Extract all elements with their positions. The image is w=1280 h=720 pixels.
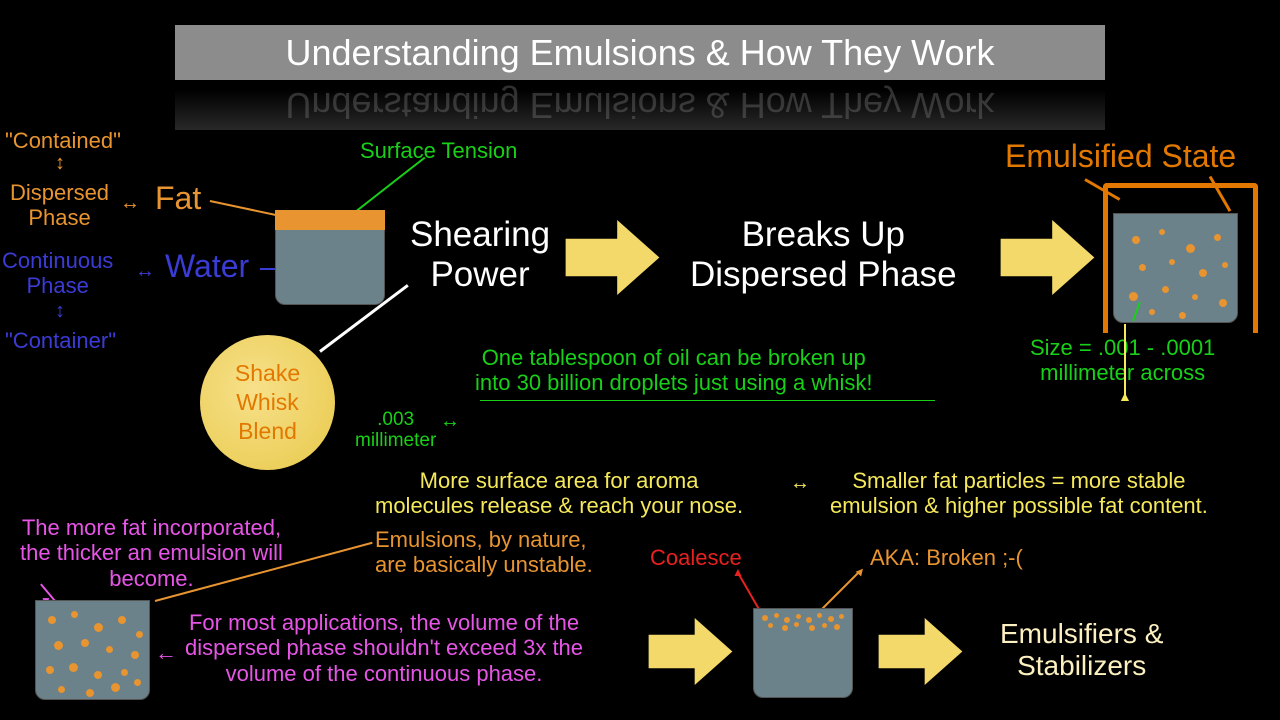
label-blend: Blend [238,417,297,446]
droplet [71,611,78,618]
droplet [782,625,788,631]
label-dispersed-phase: Dispersed Phase [10,180,109,231]
droplet [86,689,94,697]
droplet [118,616,126,624]
droplet [1132,236,1140,244]
label-003mm: .003 millimeter [355,410,436,452]
flow-arrow-1 [565,220,660,295]
droplet [94,671,102,679]
arrow-continuous-water: ↔ [135,260,155,283]
beaker-initial [275,210,385,305]
droplet [1222,262,1228,268]
label-fat: Fat [155,180,201,217]
droplet [94,623,103,632]
label-tablespoon-fact: One tablespoon of oil can be broken up i… [475,345,872,396]
arrow-dispersed-fat: ↔ [120,192,140,215]
connector-smaller-size [1124,324,1126,396]
droplet [794,622,799,627]
label-volume-note: For most applications, the volume of the… [185,610,583,686]
label-thicker-note: The more fat incorporated, the thicker a… [20,515,283,591]
label-surface-tension: Surface Tension [360,138,517,163]
droplet [809,625,815,631]
label-unstable: Emulsions, by nature, are basically unst… [375,527,593,578]
label-contained: "Contained" [5,128,121,153]
connector-broken [819,571,859,611]
page-title-reflection: Understanding Emulsions & How They Work [175,80,1105,130]
droplet [81,639,89,647]
droplet [1192,294,1198,300]
droplet [48,616,56,624]
droplet [796,614,801,619]
droplet [1199,269,1207,277]
label-broken: AKA: Broken ;-( [870,545,1023,570]
droplet [774,613,779,618]
label-smaller-fat: Smaller fat particles = more stable emul… [830,468,1208,519]
droplet [111,683,120,692]
droplet [762,615,768,621]
label-surface-area: More surface area for aroma molecules re… [375,468,743,519]
droplet [106,646,113,653]
arrow-contained-dispersed: ↕ [55,152,65,175]
droplet [828,616,834,622]
droplet [1139,264,1146,271]
label-shake: Shake [235,359,300,388]
droplet [768,623,773,628]
label-size-note: Size = .001 - .0001 millimeter across [1030,335,1215,386]
arrow-yellow-link: ↔ [790,472,810,495]
droplet [121,669,128,676]
beaker-fat-layer [275,210,385,230]
label-shearing-power: Shearing Power [410,215,550,296]
droplet [1129,292,1138,301]
droplet [839,614,844,619]
droplet [1186,244,1195,253]
droplet [1214,234,1221,241]
flow-arrow-2 [1000,220,1095,295]
droplet [131,651,139,659]
flow-arrow-4 [878,618,963,685]
arrow-volume-beaker: ← [155,640,177,666]
droplet [1179,312,1186,319]
arrowhead-coalesce: ▲ [732,565,744,579]
droplet [134,679,141,686]
label-water: Water [165,248,249,285]
droplet [1159,229,1165,235]
label-emulsified-state: Emulsified State [1005,138,1236,175]
label-stabilizers: Emulsifiers & Stabilizers [1000,618,1163,682]
droplet [806,617,812,623]
flow-arrow-3 [648,618,733,685]
label-breaks-up: Breaks Up Dispersed Phase [690,215,957,296]
droplet [822,623,827,628]
label-continuous-phase: Continuous Phase [2,248,113,299]
arrowhead-smaller-size: ▲ [1118,388,1132,404]
droplet [58,686,65,693]
droplet [46,666,54,674]
label-container: "Container" [5,328,116,353]
droplet [1162,286,1169,293]
droplet [784,617,790,623]
label-whisk: Whisk [236,388,299,417]
droplet [1169,259,1175,265]
droplet [834,624,840,630]
label-coalesce: Coalesce [650,545,742,570]
droplet [54,641,63,650]
shake-whisk-blend-circle: Shake Whisk Blend [200,335,335,470]
beaker-emulsified [1113,213,1238,323]
page-title: Understanding Emulsions & How They Work [175,25,1105,80]
arrow-continuous-container: ↕ [55,300,65,323]
beaker-broken [753,608,853,698]
beaker-thick [35,600,150,700]
droplet [69,663,78,672]
fact-underline [480,400,935,401]
droplet [1219,299,1227,307]
connector-surface-tension [349,157,425,217]
droplet [817,613,822,618]
droplet [136,631,143,638]
droplet [1149,309,1155,315]
arrow-003-fact: ↔ [440,410,460,433]
